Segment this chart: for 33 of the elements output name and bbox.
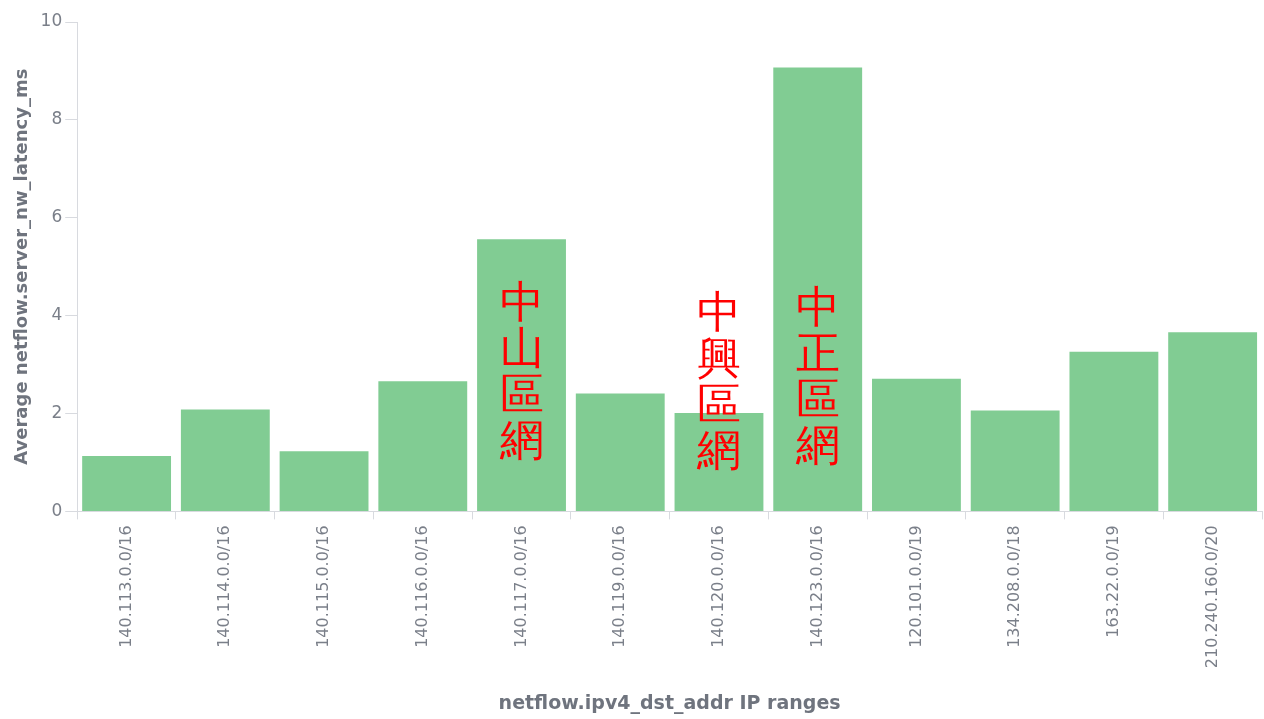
annotation: 中山區網 (498, 275, 544, 465)
y-tick-label: 8 (51, 108, 63, 129)
y-tick-label: 6 (51, 206, 63, 227)
bar (1168, 332, 1258, 511)
bar (180, 409, 270, 511)
x-tick-label: 140.119.0.0/16 (609, 525, 629, 648)
x-axis-title: netflow.ipv4_dst_addr IP ranges (498, 690, 841, 714)
x-tick-label: 163.22.0.0/19 (1103, 525, 1123, 638)
x-tick-label: 140.115.0.0/16 (313, 525, 333, 648)
bar (773, 67, 863, 511)
y-tick-label: 2 (51, 401, 63, 422)
annotation: 中興區網 (695, 285, 741, 475)
y-tick-label: 0 (51, 499, 63, 520)
y-axis-title: Average netflow.server_nw_latency_ms (10, 68, 32, 465)
bar (970, 410, 1060, 511)
x-tick-label: 134.208.0.0/18 (1004, 525, 1024, 648)
bar (1069, 351, 1159, 511)
x-tick-label: 210.240.160.0/20 (1201, 525, 1221, 669)
bar (82, 456, 172, 511)
y-tick-label: 10 (40, 10, 63, 31)
bar (378, 381, 468, 511)
y-tick-label: 4 (51, 304, 63, 325)
x-tick-label: 140.123.0.0/16 (806, 525, 826, 648)
bar (575, 393, 665, 511)
annotation: 中正區網 (794, 280, 840, 470)
bar (872, 378, 961, 511)
x-tick-label: 140.113.0.0/16 (115, 525, 135, 648)
x-tick-label: 120.101.0.0/19 (905, 525, 925, 648)
x-tick-label: 140.117.0.0/16 (510, 525, 530, 648)
x-tick-label: 140.116.0.0/16 (411, 525, 431, 648)
x-tick-label: 140.114.0.0/16 (214, 525, 234, 648)
bar (279, 451, 369, 511)
x-tick-label: 140.120.0.0/16 (708, 525, 728, 648)
